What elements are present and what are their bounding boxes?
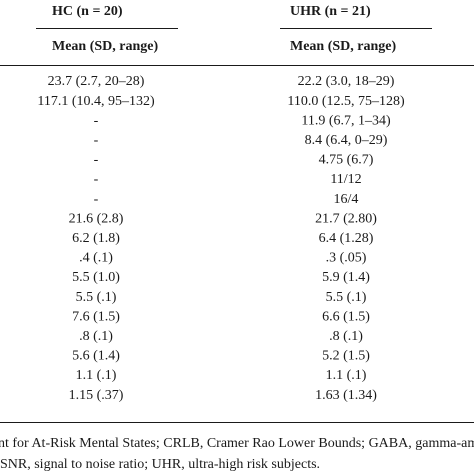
table-cell: 1.1 (.1): [76, 368, 117, 383]
table-cell: 5.6 (1.4): [72, 349, 120, 364]
table-cell: 21.6 (2.8): [69, 211, 124, 226]
table-cell: 1.1 (.1): [326, 368, 367, 383]
table-cell: -: [94, 192, 99, 207]
footnote: SNR, signal to noise ratio; UHR, ultra-h…: [0, 457, 320, 472]
table-cell: 5.5 (.1): [76, 290, 117, 305]
table-cell: 22.2 (3.0, 18–29): [298, 74, 395, 89]
table-cell: 5.5 (1.0): [72, 270, 120, 285]
table-cell: .3 (.05): [326, 251, 367, 266]
table-cell: 8.4 (6.4, 0–29): [305, 133, 388, 148]
table-cell: 6.2 (1.8): [72, 231, 120, 246]
column-subheader: Mean (SD, range): [290, 39, 396, 54]
table-cell: 6.4 (1.28): [319, 231, 374, 246]
table-cell: 21.7 (2.80): [315, 211, 377, 226]
table-cell: -: [94, 172, 99, 187]
column-subheader: Mean (SD, range): [52, 39, 158, 54]
table-cell: 16/4: [334, 192, 359, 207]
table-cell: 117.1 (10.4, 95–132): [37, 94, 155, 109]
table-cell: .4 (.1): [79, 251, 113, 266]
table-cell: 7.6 (1.5): [72, 309, 120, 324]
table-cell: 5.2 (1.5): [322, 349, 370, 364]
column-header: UHR (n = 21): [290, 4, 371, 19]
table-cell: 5.5 (.1): [326, 290, 367, 305]
table-cell: 110.0 (12.5, 75–128): [287, 94, 405, 109]
column-header: HC (n = 20): [52, 4, 123, 19]
table-cell: 23.7 (2.7, 20–28): [48, 74, 145, 89]
table-cell: 5.9 (1.4): [322, 270, 370, 285]
table-cell: 1.63 (1.34): [315, 388, 377, 403]
table-cell: -: [94, 133, 99, 148]
table-cell: 6.6 (1.5): [322, 309, 370, 324]
table-cell: 4.75 (6.7): [319, 153, 374, 168]
table-cell: -: [94, 113, 99, 128]
table-cell: 11/12: [330, 172, 361, 187]
table-cell: .8 (.1): [79, 329, 113, 344]
footnote: nt for At-Risk Mental States; CRLB, Cram…: [0, 436, 474, 451]
table-cell: .8 (.1): [329, 329, 363, 344]
table-cell: -: [94, 153, 99, 168]
table-cell: 1.15 (.37): [69, 388, 124, 403]
table-cell: 11.9 (6.7, 1–34): [301, 113, 391, 128]
